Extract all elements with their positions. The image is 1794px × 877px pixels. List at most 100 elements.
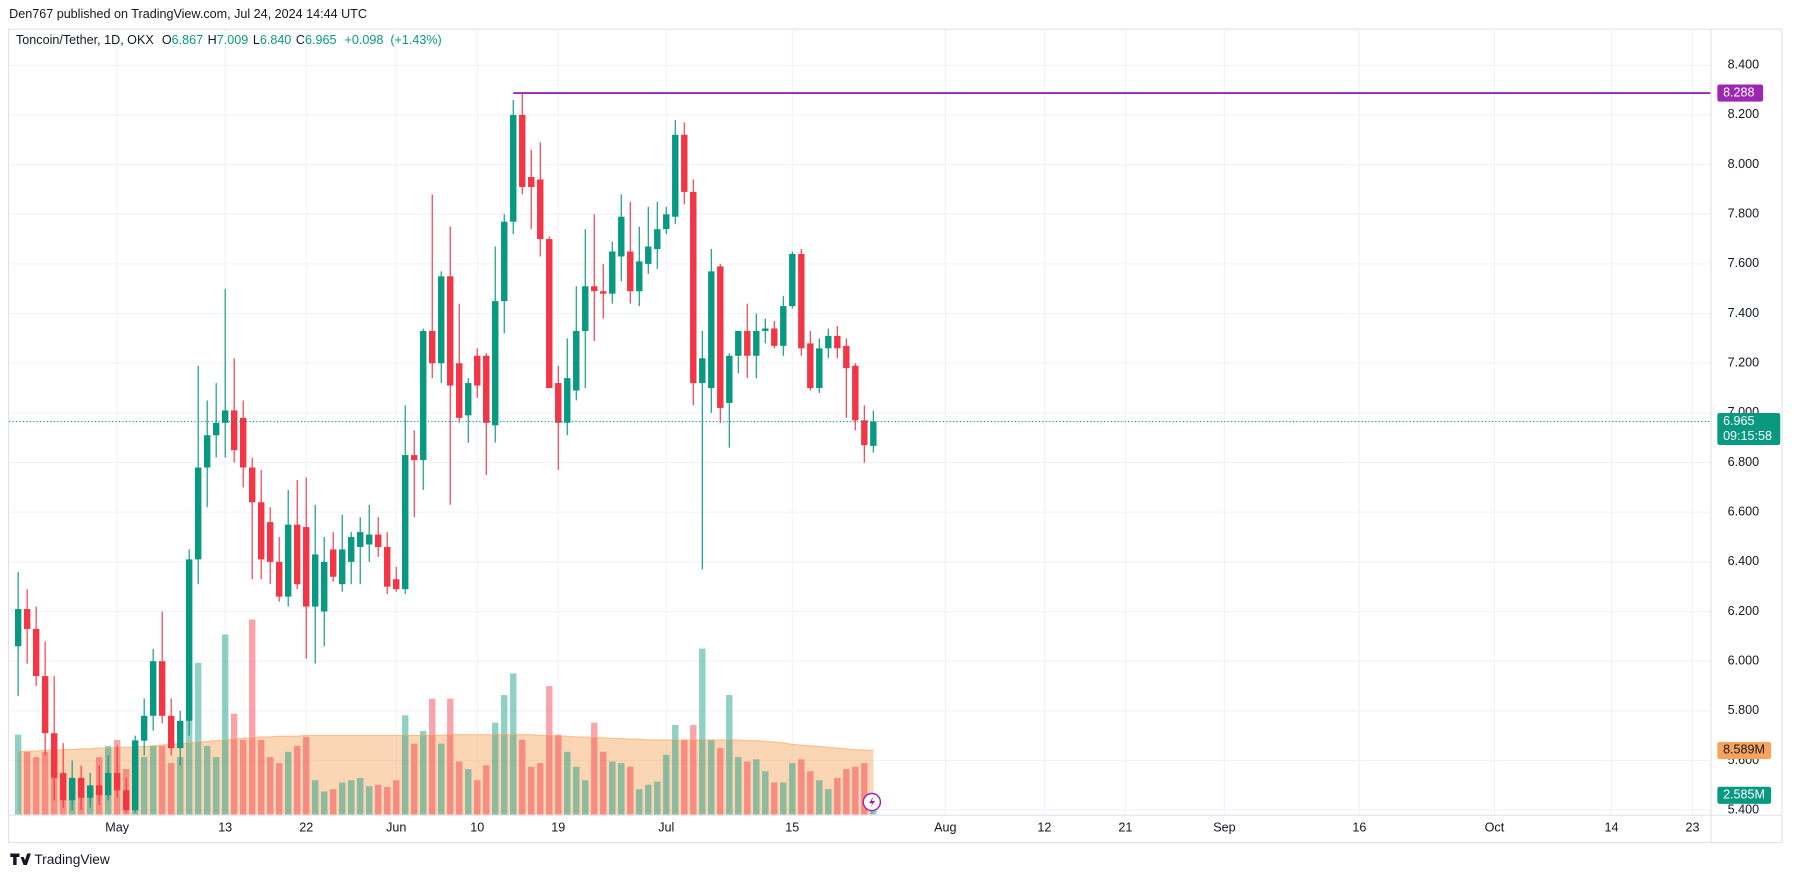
y-tick-label: 6.800 xyxy=(1728,455,1759,469)
candle-body xyxy=(663,214,670,230)
volume-bar xyxy=(627,766,634,815)
candle-body xyxy=(357,532,364,547)
volume-bar xyxy=(537,763,544,815)
volume-bar xyxy=(14,734,22,815)
candle-body xyxy=(546,239,553,389)
volume-bar xyxy=(555,734,562,815)
candle-body xyxy=(609,251,616,294)
volume-bar xyxy=(744,761,751,815)
candle-body xyxy=(816,348,823,389)
volume-bar xyxy=(510,673,517,815)
candle-body xyxy=(77,777,85,798)
volume-bar xyxy=(167,763,175,815)
x-tick-label: May xyxy=(105,821,129,835)
x-tick-label: Jul xyxy=(658,821,674,835)
candle-body xyxy=(690,191,697,384)
volume-bar xyxy=(591,722,598,815)
candle-body xyxy=(194,467,202,560)
volume-bar xyxy=(834,778,841,815)
candle-body xyxy=(330,549,337,577)
volume-bar xyxy=(158,745,166,815)
volume-bar xyxy=(285,751,292,815)
candle-body xyxy=(456,363,463,418)
candle-body xyxy=(140,715,148,741)
volume-bar xyxy=(348,780,355,815)
volume-bar xyxy=(212,757,220,815)
plot-layer xyxy=(9,29,1711,815)
volume-bar xyxy=(393,780,400,815)
candle-body xyxy=(474,355,481,386)
volume-bar xyxy=(438,743,445,815)
volume-bar xyxy=(194,662,202,815)
volume-bar xyxy=(402,715,409,815)
candle-body xyxy=(312,554,319,607)
candle-body xyxy=(699,358,706,384)
candle-body xyxy=(276,561,283,597)
candle-body xyxy=(375,534,382,547)
y-tick-label: 7.200 xyxy=(1728,356,1759,370)
lightning-icon[interactable] xyxy=(862,792,882,812)
candle-body xyxy=(212,422,220,436)
volume-bar xyxy=(717,748,724,815)
candle-body xyxy=(221,410,229,423)
icon-bolt[interactable] xyxy=(868,796,876,808)
x-tick-label: 15 xyxy=(785,821,799,835)
volume-bar xyxy=(771,782,778,815)
logo-mark xyxy=(10,853,31,865)
volume-bar xyxy=(843,769,850,815)
volume-bar xyxy=(41,751,49,815)
candle-body xyxy=(285,524,292,597)
candle-body xyxy=(321,561,328,612)
candle-body xyxy=(149,661,157,716)
candle-body xyxy=(537,179,544,240)
volume-tag-label: 8.589M xyxy=(1723,743,1765,757)
volume-bar xyxy=(501,695,508,815)
volume-bar xyxy=(600,751,607,815)
candle-body xyxy=(465,383,472,416)
candle-body xyxy=(717,266,724,408)
x-tick-label: Oct xyxy=(1485,821,1505,835)
candle-body xyxy=(348,537,355,562)
candle-body xyxy=(384,546,391,587)
volume-bar xyxy=(330,789,337,815)
y-tick-label: 6.000 xyxy=(1728,654,1759,668)
level-tag xyxy=(1717,84,1764,102)
candle-body xyxy=(447,276,454,386)
volume-bar xyxy=(654,781,661,815)
legend-symbol: Toncoin/Tether, 1D, OKX xyxy=(16,34,154,48)
x-tick-label: 10 xyxy=(470,821,484,835)
y-tick-label: 7.600 xyxy=(1728,256,1759,270)
candle-body xyxy=(32,628,40,677)
candle-body xyxy=(50,733,58,778)
volume-bar xyxy=(257,739,265,815)
x-tick-label: 22 xyxy=(299,821,313,835)
legend-key: C xyxy=(296,34,305,48)
candle-body xyxy=(843,345,850,369)
volume-bar xyxy=(447,698,454,815)
legend-key: H xyxy=(208,34,217,48)
volume-bar xyxy=(816,780,823,815)
volume-bar xyxy=(573,766,580,815)
legend-value: 6.840 xyxy=(260,34,291,48)
legend-ohlc: O6.867 H7.009 L6.840 C6.965 xyxy=(162,34,337,48)
legend-change-percent: (+1.43%) xyxy=(390,34,441,48)
candle-body xyxy=(519,114,526,187)
x-tick-label: Jun xyxy=(386,821,406,835)
candle-body xyxy=(23,609,31,629)
y-tick-label: 6.400 xyxy=(1728,554,1759,568)
candle-body xyxy=(735,330,742,356)
candle-body xyxy=(429,330,436,364)
x-tick-label: Aug xyxy=(934,821,956,835)
countdown-label: 09:15:58 xyxy=(1723,429,1772,443)
volume-bar xyxy=(726,695,733,815)
volume-bar xyxy=(861,763,868,815)
candle-body xyxy=(303,527,310,607)
candle-body xyxy=(654,229,661,250)
candle-body xyxy=(501,221,508,302)
chart-frame xyxy=(8,28,1783,844)
y-tick-label: 5.400 xyxy=(1728,802,1759,816)
candle-body xyxy=(636,261,643,292)
candle-body xyxy=(852,365,859,421)
